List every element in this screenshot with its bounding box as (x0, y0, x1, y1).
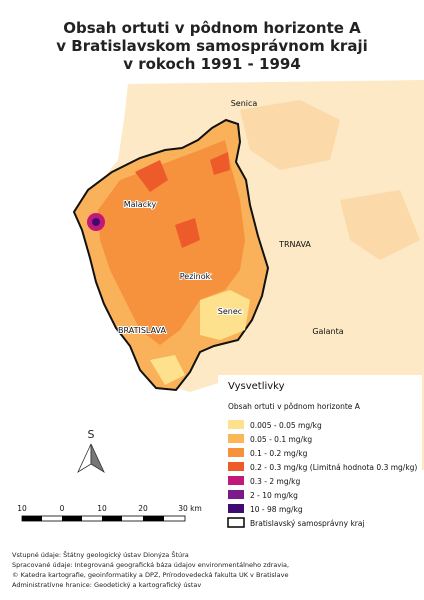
legend-label: 10 - 98 mg/kg (250, 505, 303, 514)
credit: Administratívne hranice: Geodetický a ka… (12, 581, 201, 589)
scale-label: 30 km (178, 504, 202, 513)
scale-label: 10 (97, 504, 107, 513)
hotspot (135, 152, 230, 248)
scale-bar (21, 515, 186, 522)
legend-label: Bratislavský samosprávny kraj (250, 519, 365, 528)
legend-label: 0.1 - 0.2 mg/kg (250, 449, 308, 458)
legend-box (218, 375, 422, 535)
legend-label: 0.2 - 0.3 mg/kg (Limitná hodnota 0.3 mg/… (250, 463, 417, 472)
scale-label: 10 (17, 504, 27, 513)
credit: Vstupné údaje: Štátny geologický ústav D… (12, 550, 189, 559)
title: v rokoch 1991 - 1994 (123, 55, 301, 73)
legend-swatch (228, 462, 244, 471)
legend-swatch (228, 476, 244, 485)
legend-swatch (228, 504, 244, 513)
legend-swatch (228, 434, 244, 443)
north-arrow (90, 443, 105, 474)
place-label: Pezinok (180, 272, 211, 281)
legend-subtitle: Obsah ortuti v pôdnom horizonte A (228, 402, 361, 411)
scale-label: 0 (60, 504, 65, 513)
north-label: S (88, 428, 95, 441)
legend-swatch (228, 448, 244, 457)
place-label: Malacky (124, 200, 157, 209)
region-zone (98, 140, 245, 345)
legend-label: 0.3 - 2 mg/kg (250, 477, 300, 486)
title: v Bratislavskom samosprávnom kraji (56, 37, 367, 55)
credit: © Katedra kartografie, geoinformatiky a … (12, 571, 288, 579)
place-label: Senica (231, 99, 258, 108)
legend-label: 0.005 - 0.05 mg/kg (250, 421, 322, 430)
legend-swatch (227, 517, 245, 528)
place-label: TRNAVA (278, 240, 311, 249)
place-label: Senec (218, 307, 242, 316)
north-arrow (77, 443, 92, 474)
legend: Vysvetlivky Obsah ortuti v pôdnom horizo… (218, 375, 422, 535)
legend-title: Vysvetlivky (228, 381, 285, 392)
hotspot-peak (92, 218, 100, 226)
surrounding-patch (240, 100, 420, 260)
place-label: BRATISLAVA (118, 326, 166, 335)
scale-label: 20 (138, 504, 148, 513)
legend-swatch (228, 420, 244, 429)
region-zone-light (150, 290, 250, 385)
title: Obsah ortuti v pôdnom horizonte A (63, 19, 361, 37)
legend-label: 2 - 10 mg/kg (250, 491, 298, 500)
credit: Spracované údaje: Integrovaná geografick… (12, 561, 289, 569)
legend-label: 0.05 - 0.1 mg/kg (250, 435, 312, 444)
place-label: Galanta (312, 327, 343, 336)
legend-swatch (228, 490, 244, 499)
